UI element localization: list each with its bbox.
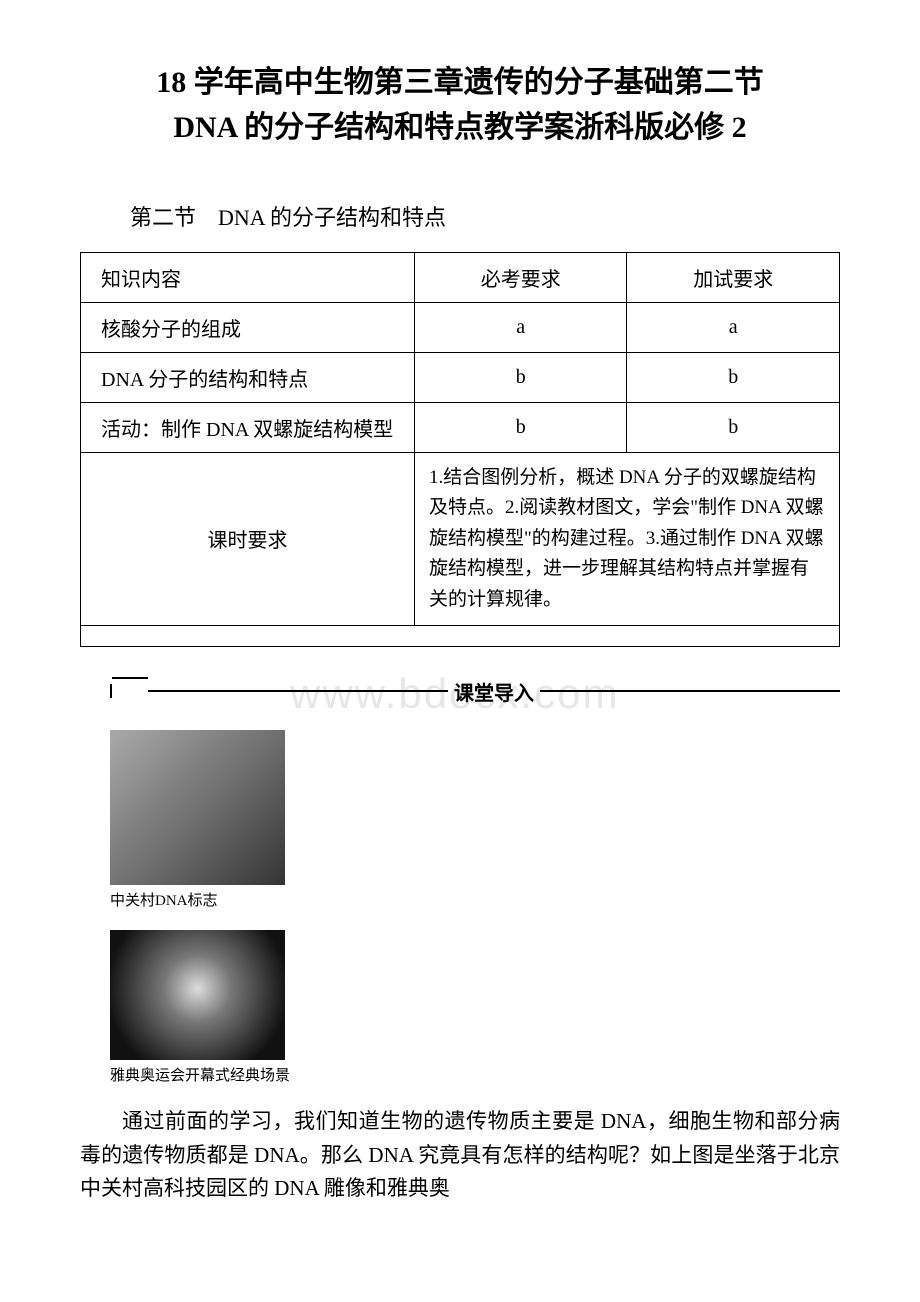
table-row: DNA 分子的结构和特点 b b — [81, 353, 840, 403]
section-label: 课堂导入 — [448, 677, 540, 706]
cell-required: b — [414, 353, 627, 403]
page-title: 18 学年高中生物第三章遗传的分子基础第二节 DNA 的分子结构和特点教学案浙科… — [80, 60, 840, 150]
header-knowledge: 知识内容 — [81, 253, 415, 303]
table-empty-row — [81, 625, 840, 646]
image-block-1: 中关村DNA标志 — [110, 730, 840, 910]
cell-required: b — [414, 403, 627, 453]
image-block-2: 雅典奥运会开幕式经典场景 — [110, 930, 840, 1085]
cell-knowledge: 活动：制作 DNA 双螺旋结构模型 — [81, 403, 415, 453]
table-row: 核酸分子的组成 a a — [81, 303, 840, 353]
table-header-row: 知识内容 必考要求 加试要求 — [81, 253, 840, 303]
cell-additional: b — [627, 403, 840, 453]
title-line-1: 18 学年高中生物第三章遗传的分子基础第二节 — [156, 66, 764, 99]
table-row: 活动：制作 DNA 双螺旋结构模型 b b — [81, 403, 840, 453]
cell-required: a — [414, 303, 627, 353]
header-additional: 加试要求 — [627, 253, 840, 303]
cell-knowledge: DNA 分子的结构和特点 — [81, 353, 415, 403]
requirements-table: 知识内容 必考要求 加试要求 核酸分子的组成 a a DNA 分子的结构和特点 … — [80, 252, 840, 647]
table-requirements-row: 课时要求 1.结合图例分析，概述 DNA 分子的双螺旋结构及特点。2.阅读教材图… — [81, 453, 840, 626]
cell-knowledge: 核酸分子的组成 — [81, 303, 415, 353]
empty-cell — [81, 625, 840, 646]
title-line-2: DNA 的分子结构和特点教学案浙科版必修 2 — [173, 111, 746, 144]
image-athens — [110, 930, 285, 1060]
section-subtitle: 第二节 DNA 的分子结构和特点 — [130, 200, 840, 232]
image-zhongguancun — [110, 730, 285, 885]
cell-req-label: 课时要求 — [81, 453, 415, 626]
cell-additional: a — [627, 303, 840, 353]
section-divider: 课堂导入 — [110, 677, 840, 706]
body-paragraph: 通过前面的学习，我们知道生物的遗传物质主要是 DNA，细胞生物和部分病毒的遗传物… — [80, 1105, 840, 1206]
cell-req-content: 1.结合图例分析，概述 DNA 分子的双螺旋结构及特点。2.阅读教材图文，学会"… — [414, 453, 839, 626]
cell-additional: b — [627, 353, 840, 403]
image-caption-1: 中关村DNA标志 — [110, 889, 840, 910]
header-required: 必考要求 — [414, 253, 627, 303]
image-caption-2: 雅典奥运会开幕式经典场景 — [110, 1064, 840, 1085]
